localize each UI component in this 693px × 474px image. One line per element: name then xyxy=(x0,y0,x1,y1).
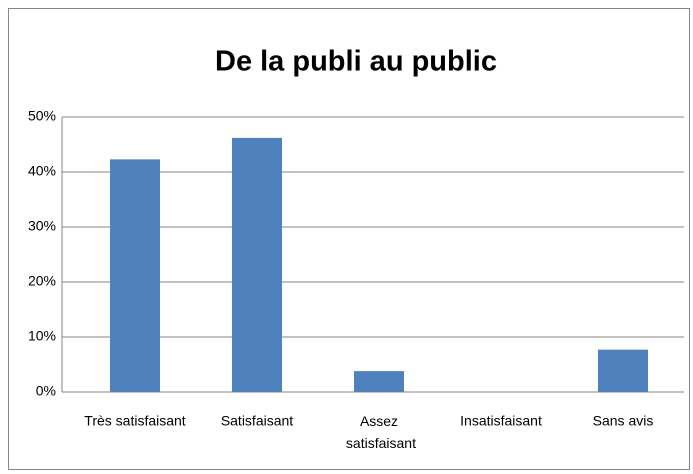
y-tick-label: 50% xyxy=(28,108,56,124)
chart-title: De la publi au public xyxy=(215,46,497,78)
y-tick-label: 10% xyxy=(28,328,56,344)
x-tick-label: Très satisfaisant xyxy=(84,413,186,429)
bar xyxy=(232,137,282,392)
x-tick-label: Satisfaisant xyxy=(221,413,293,429)
bar xyxy=(110,159,160,392)
x-tick-label: Sans avis xyxy=(593,413,654,429)
bar xyxy=(354,371,404,392)
y-tick-label: 0% xyxy=(36,383,56,399)
y-tick-label: 40% xyxy=(28,163,56,179)
y-tick-label: 20% xyxy=(28,273,56,289)
y-tick-label: 30% xyxy=(28,218,56,234)
bar xyxy=(598,349,648,392)
x-tick-label: Assez satisfaisant xyxy=(342,413,416,451)
x-tick-label: Insatisfaisant xyxy=(460,413,542,429)
